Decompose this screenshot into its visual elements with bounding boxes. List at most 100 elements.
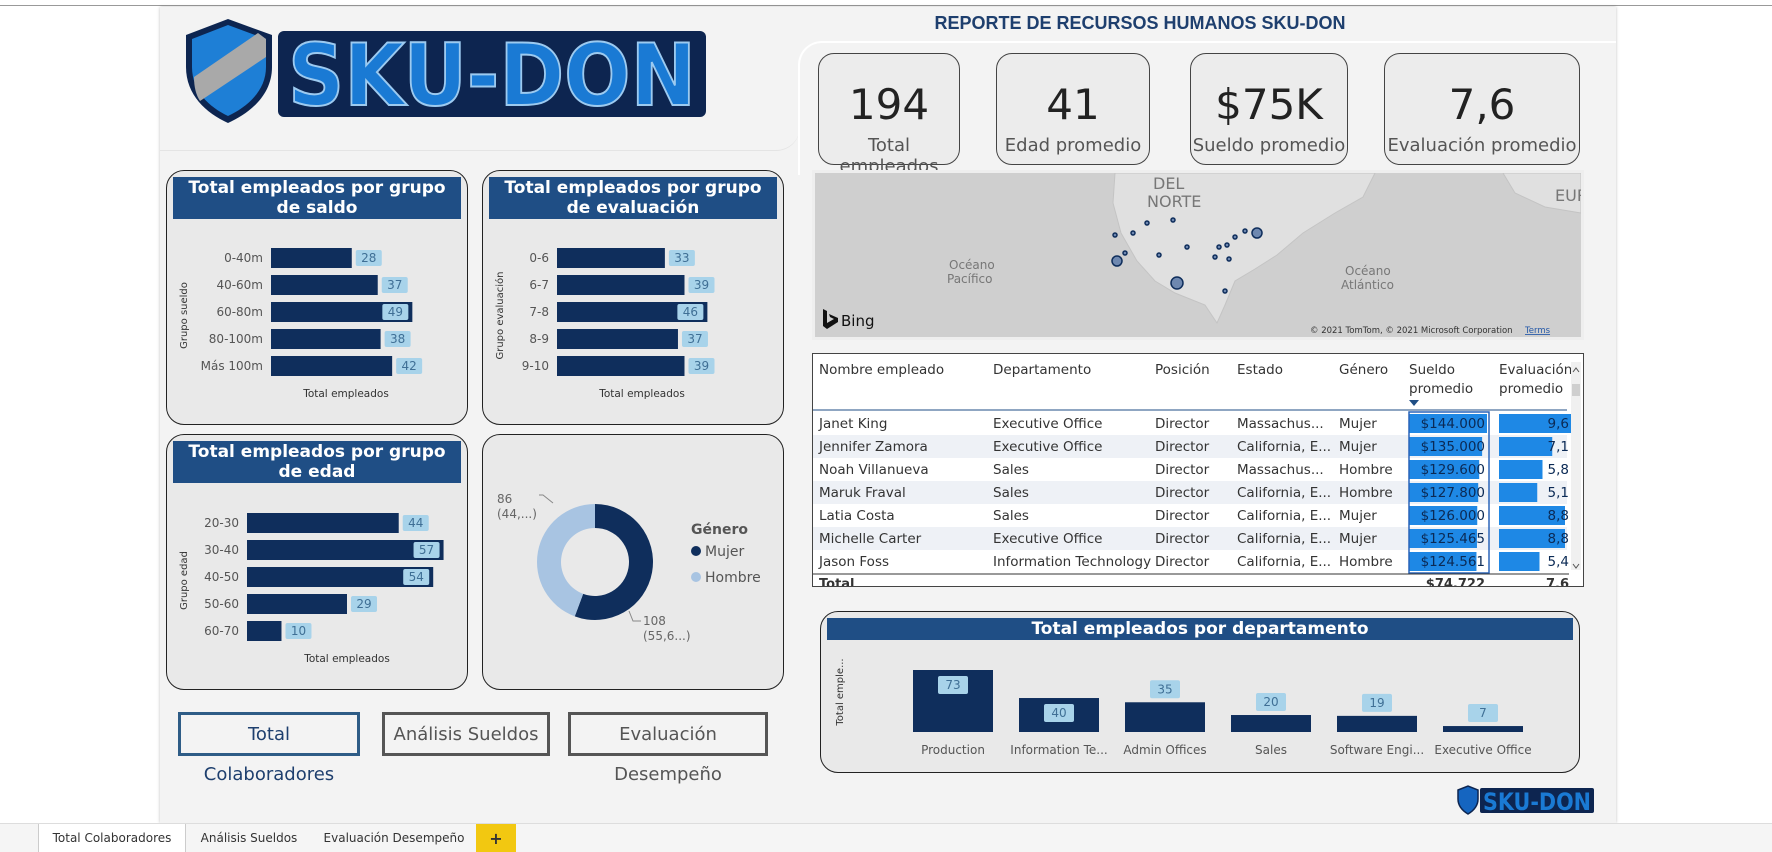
data-label-bg — [688, 277, 715, 293]
tab-analisis-sueldos[interactable]: Análisis Sueldos — [200, 831, 298, 845]
report-title: REPORTE DE RECURSOS HUMANOS SKU-DON — [934, 13, 1346, 33]
chart-departamento-panel[interactable]: Total empleados por departamento 73 Produ… — [820, 611, 1580, 773]
data-label-bg — [382, 304, 409, 320]
table-header[interactable]: Evaluación — [1499, 362, 1572, 378]
bar[interactable] — [247, 594, 347, 614]
bar[interactable] — [271, 356, 393, 376]
tab-total-colaboradores[interactable]: Total Colaboradores — [38, 824, 186, 852]
table-cell: Information Technology — [993, 554, 1151, 570]
map-point[interactable] — [1144, 220, 1150, 226]
kpi-total-empleados[interactable]: 194 Total empleados — [818, 53, 960, 177]
bar[interactable] — [557, 356, 685, 376]
report-canvas: SKU-DON REPORTE DE RECURSOS HUMANOS SKU-… — [160, 7, 1616, 823]
bar[interactable] — [557, 329, 678, 349]
bar[interactable] — [271, 248, 352, 268]
table-header[interactable]: Estado — [1237, 362, 1283, 378]
bar[interactable] — [271, 329, 381, 349]
map-point[interactable] — [1170, 276, 1184, 290]
bar[interactable] — [271, 302, 413, 322]
chart-edad: 20-30 44 30-40 57 40-50 54 50-60 29 60-70 10 Grupo… — [179, 513, 444, 665]
table-row[interactable] — [813, 412, 1567, 435]
map-point[interactable] — [1232, 234, 1238, 240]
table-header[interactable]: Sueldo — [1409, 362, 1455, 378]
table-row[interactable] — [813, 435, 1567, 458]
add-tab-button[interactable]: + — [476, 824, 516, 852]
map[interactable]: DEL NORTE Océano Pacífico Océano Atlánti… — [812, 170, 1588, 340]
chart-edad-panel[interactable]: Total empleados por grupo de edad 20-30 4… — [166, 434, 468, 690]
eval-data-bar — [1499, 414, 1571, 433]
table-cell: Executive Office — [993, 416, 1102, 432]
tab-evaluacion-desempeno[interactable]: Evaluación Desempeño — [323, 831, 465, 845]
map-point[interactable] — [1112, 232, 1118, 238]
table-body: Janet King Executive Office Director Massac… — [818, 416, 1569, 570]
scroll-up-icon[interactable] — [1572, 367, 1580, 373]
tick-label: 80-100m — [209, 332, 263, 346]
nav-button-total-colaboradores[interactable]: Total Colaboradores — [178, 712, 360, 785]
chart-genero-panel[interactable]: 108 (55,6...) 86 (44,...) Género Mujer Hombre — [482, 434, 784, 690]
legend-entry[interactable]: Mujer — [705, 544, 744, 560]
table-cell: $124.561 — [1421, 554, 1485, 570]
map-point[interactable] — [1251, 227, 1263, 239]
table-header[interactable]: Posición — [1155, 362, 1210, 378]
sort-arrow-icon[interactable] — [1409, 400, 1419, 406]
bar[interactable] — [271, 275, 378, 295]
table-header[interactable]: promedio — [1409, 381, 1473, 397]
nav-button-evaluacion-desempeno[interactable]: Evaluación Desempeño — [568, 712, 768, 785]
map-point[interactable] — [1130, 230, 1136, 236]
table-header[interactable]: Nombre empleado — [819, 362, 944, 378]
map-point[interactable] — [1224, 242, 1230, 248]
data-label-bg — [1362, 693, 1392, 712]
bar[interactable] — [557, 302, 708, 322]
bar[interactable] — [247, 621, 282, 641]
kpi-evaluacion-promedio[interactable]: 7,6 Evaluación promedio — [1384, 53, 1580, 165]
data-label: 39 — [694, 359, 709, 373]
salary-data-bar — [1409, 506, 1478, 525]
table-row[interactable] — [813, 504, 1567, 527]
table-row[interactable] — [813, 458, 1567, 481]
bar[interactable] — [247, 567, 434, 587]
table-row[interactable] — [813, 550, 1567, 564]
map-point[interactable] — [1216, 244, 1222, 250]
donut-slice[interactable] — [537, 504, 595, 617]
map-point[interactable] — [1212, 254, 1218, 260]
employee-table[interactable]: Nombre empleado Departamento Posición Estad… — [812, 353, 1584, 592]
map-point[interactable] — [1222, 288, 1228, 294]
table-cell: Sales — [993, 485, 1029, 501]
chart-evaluacion-panel[interactable]: Total empleados por grupo de evaluación … — [482, 170, 784, 425]
scrollbar-thumb[interactable] — [1572, 384, 1580, 396]
map-point[interactable] — [1226, 256, 1232, 262]
map-point[interactable] — [1111, 255, 1123, 267]
kpi-sueldo-promedio[interactable]: $75K Sueldo promedio — [1190, 53, 1348, 165]
scroll-down-icon[interactable] — [1572, 563, 1580, 569]
map-point[interactable] — [1170, 217, 1176, 223]
legend-entry[interactable]: Hombre — [705, 570, 761, 586]
bar[interactable] — [1443, 726, 1523, 732]
data-label-bg — [355, 250, 382, 266]
map-point[interactable] — [1184, 244, 1190, 250]
map-point[interactable] — [1156, 252, 1162, 258]
data-label: 10 — [291, 624, 306, 638]
bar[interactable] — [1125, 702, 1205, 732]
map-point[interactable] — [1242, 228, 1248, 234]
map-point[interactable] — [1122, 250, 1128, 256]
donut-slice[interactable] — [574, 504, 653, 620]
table-header[interactable]: Departamento — [993, 362, 1091, 378]
table-cell: Michelle Carter — [819, 531, 922, 547]
bar[interactable] — [557, 275, 685, 295]
bar[interactable] — [557, 248, 665, 268]
table-header[interactable]: promedio — [1499, 381, 1563, 397]
bar[interactable] — [1231, 715, 1311, 732]
bar[interactable] — [1337, 715, 1417, 732]
map-terms-link[interactable]: Terms — [1524, 326, 1551, 336]
table-cell: 8,8 — [1548, 508, 1569, 524]
vertical-scrollbar[interactable] — [1571, 362, 1581, 570]
chart-sueldo-panel[interactable]: Total empleados por grupo de saldo 0-40m… — [166, 170, 468, 425]
chart-genero-donut: 108 (55,6...) 86 (44,...) Género Mujer Hombre — [497, 492, 761, 643]
nav-button-analisis-sueldos[interactable]: Análisis Sueldos — [382, 712, 550, 756]
table-row[interactable] — [813, 481, 1567, 504]
bar[interactable] — [247, 540, 444, 560]
bar[interactable] — [247, 513, 399, 533]
table-header[interactable]: Género — [1339, 362, 1388, 378]
kpi-edad-promedio[interactable]: 41 Edad promedio — [996, 53, 1150, 165]
table-row[interactable] — [813, 527, 1567, 550]
